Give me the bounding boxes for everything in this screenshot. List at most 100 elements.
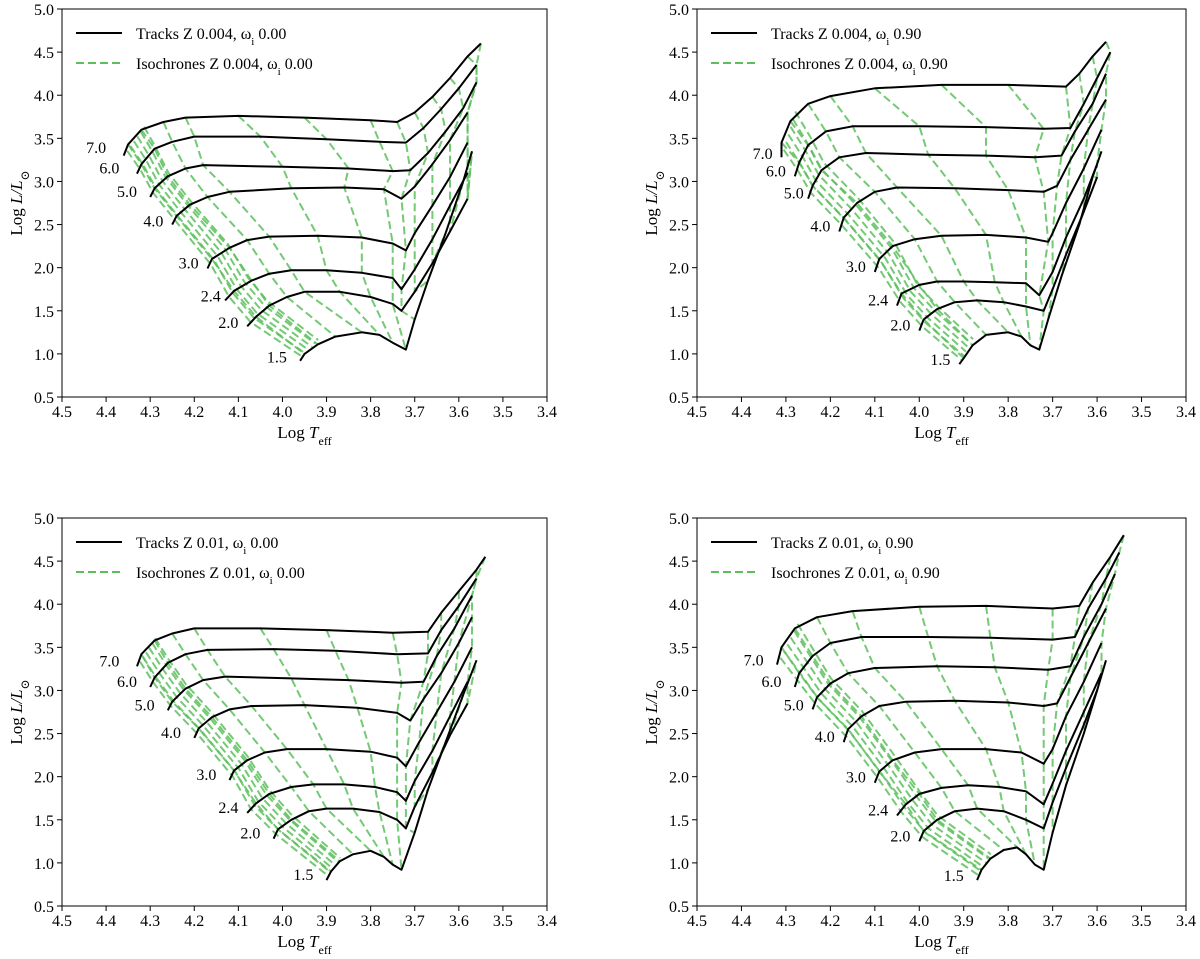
x-tick-label: 4.0 [909,404,929,421]
isochrone-line [193,627,372,852]
isochrone-line [154,637,341,859]
isochrone-line [413,612,443,810]
y-tick-label: 4.5 [34,45,54,62]
track-line-5.0 [149,81,478,198]
y-tick-label: 3.0 [669,683,689,700]
isochrone-line [184,117,363,334]
y-tick-label: 4.0 [34,597,54,614]
isochrone-line [413,112,430,294]
mass-label: 5.0 [135,697,155,714]
legend-isochrone-label: Isochrones Z 0.01, ωi 0.00 [136,565,305,587]
mass-label: 7.0 [744,652,764,669]
track-line-7.0 [136,556,487,667]
mass-label: 1.5 [944,868,964,885]
x-tick-label: 3.4 [1176,404,1196,421]
mass-label: 1.5 [267,350,287,367]
isochrone-line [789,120,974,347]
y-tick-label: 3.5 [669,131,689,148]
x-axis-title: Log Teff [914,932,968,957]
x-tick-label: 3.4 [537,913,557,930]
plot-area [776,534,1125,881]
mass-label: 6.0 [117,674,137,691]
isochrone-line [133,140,310,352]
isochrone-line [782,149,963,361]
x-tick-label: 3.4 [1176,913,1196,930]
isochrone-line [143,126,319,341]
y-tick-label: 3.0 [34,683,54,700]
x-tick-label: 3.5 [1132,404,1152,421]
isochrone-line [829,95,1009,333]
x-tick-label: 3.5 [1132,913,1152,930]
isochrone-line [792,118,972,345]
mass-label: 2.4 [218,800,238,817]
isochrone-line [789,636,987,864]
isochrone-line [142,656,332,874]
y-axis-title: Log L/L⊙ [642,170,667,235]
mass-label: 2.0 [240,826,260,843]
mass-label: 2.0 [218,315,238,332]
x-tick-label: 3.9 [317,913,337,930]
y-tick-label: 4.0 [669,88,689,105]
x-tick-label: 4.1 [865,404,885,421]
isochrone-line [786,643,985,869]
y-tick-label: 3.0 [669,174,689,191]
x-tick-label: 4.1 [228,404,248,421]
y-tick-label: 4.0 [34,88,54,105]
y-tick-label: 1.0 [34,347,54,364]
track-line-1.5 [958,150,1103,365]
legend-isochrone-label: Isochrones Z 0.004, ωi 0.00 [136,56,313,78]
isochrone-line [466,43,482,199]
isochrone-line [259,627,385,858]
track-line-6.0 [793,51,1112,177]
plot-frame [696,517,1187,907]
isochrone-line [796,623,992,856]
isochrone-line [1065,582,1094,786]
x-tick-label: 3.7 [1043,913,1063,930]
track-line-2.4 [896,163,1099,306]
x-tick-label: 4.2 [184,913,204,930]
x-tick-label: 3.8 [998,404,1018,421]
mass-label: 4.0 [143,213,163,230]
track-line-2.0 [246,198,469,327]
isochrone-line [985,605,1036,865]
mass-label: 1.5 [930,352,950,369]
isochrone-line [391,632,403,870]
y-axis-title: Log L/L⊙ [642,679,667,744]
y-tick-label: 4.0 [669,597,689,614]
isochrone-line [148,647,337,867]
x-tick-label: 3.6 [1087,404,1107,421]
plot-area [122,42,482,362]
isochrone-line [145,651,334,870]
x-axis-title: Log Teff [277,423,331,448]
mass-label: 5.0 [784,697,804,714]
x-tick-label: 4.4 [731,404,751,421]
mass-label: 1.5 [293,867,313,884]
track-line-2.0 [918,176,1099,331]
isochrone-line [1051,605,1081,833]
track-line-4.0 [842,608,1107,743]
track-line-2.0 [272,702,469,840]
isochrone-line [126,150,304,359]
isochrone-line [140,653,332,873]
track-line-7.0 [780,41,1107,158]
track-line-5.0 [811,573,1116,710]
isochrone-line [1007,84,1050,350]
isochrone-line [431,591,460,773]
y-tick-label: 1.0 [34,856,54,873]
x-tick-label: 3.7 [405,913,425,930]
x-tick-label: 3.6 [449,404,469,421]
plot-frame [61,517,548,907]
isochrone-line [1092,41,1112,179]
y-tick-label: 4.5 [669,554,689,571]
x-tick-label: 4.3 [140,404,160,421]
y-tick-label: 0.5 [669,899,689,916]
y-tick-label: 3.0 [34,174,54,191]
mass-label: 4.0 [161,725,181,742]
isochrone-line [396,121,416,321]
y-tick-label: 2.5 [669,727,689,744]
legend-track-label: Tracks Z 0.01, ωi 0.00 [136,535,278,557]
isochrone-line [1060,73,1085,277]
x-tick-label: 4.5 [52,913,72,930]
isochrone-line [787,133,967,353]
